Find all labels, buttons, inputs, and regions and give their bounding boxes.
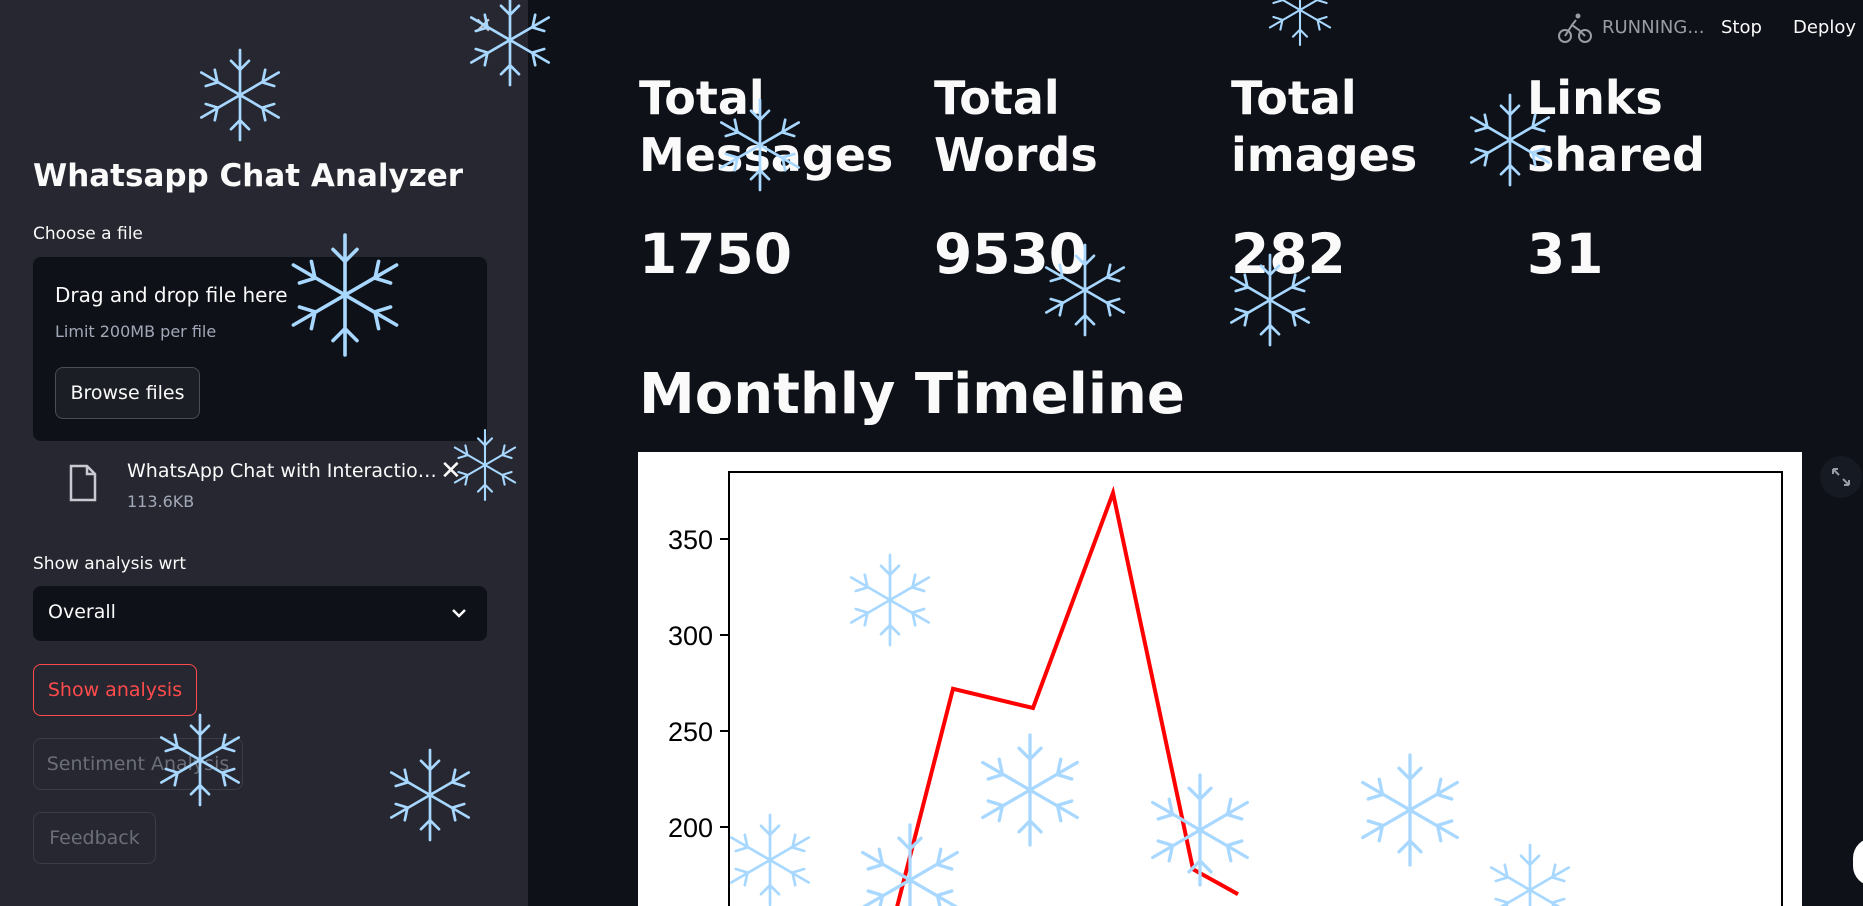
- metric-value: 282: [1231, 222, 1346, 286]
- fullscreen-button[interactable]: [1820, 456, 1862, 498]
- metric-value: 9530: [934, 222, 1088, 286]
- y-tick-label: 200: [668, 813, 713, 843]
- file-name: WhatsApp Chat with Interactio…: [127, 460, 437, 482]
- app-title: Whatsapp Chat Analyzer: [33, 158, 464, 194]
- remove-file-icon[interactable]: ✕: [440, 456, 462, 486]
- chart-svg: 350 300 250 200: [668, 471, 1783, 906]
- sidebar: ✕ Whatsapp Chat Analyzer Choose a file D…: [0, 0, 528, 906]
- browse-files-button[interactable]: Browse files: [55, 367, 200, 419]
- y-tick-label: 250: [668, 717, 713, 747]
- monthly-timeline-chart: 350 300 250 200: [638, 452, 1802, 906]
- file-size: 113.6KB: [127, 492, 195, 511]
- chevron-down-icon: [452, 609, 466, 618]
- metric-value: 1750: [639, 222, 793, 286]
- metric-total-messages: Total Messages 1750: [639, 70, 894, 286]
- metric-total-images: Total images 282: [1231, 70, 1521, 286]
- file-icon: [69, 464, 97, 502]
- running-status: RUNNING...: [1602, 17, 1705, 38]
- show-analysis-button[interactable]: Show analysis: [33, 664, 197, 716]
- series-line: [895, 485, 1239, 906]
- metric-label: Total Messages: [639, 71, 894, 182]
- dropzone-text: Drag and drop file here: [55, 283, 288, 307]
- close-sidebar-icon[interactable]: ✕: [474, 14, 493, 39]
- upload-label: Choose a file: [33, 224, 143, 244]
- floating-widget[interactable]: [1853, 838, 1863, 886]
- dropzone-limit: Limit 200MB per file: [55, 322, 217, 341]
- plot-frame: [728, 471, 1783, 906]
- stop-button[interactable]: Stop: [1721, 17, 1762, 38]
- metric-label: Links shared: [1527, 71, 1705, 182]
- sentiment-analysis-button[interactable]: Sentiment Analysis: [33, 738, 243, 790]
- running-icon: [1558, 13, 1592, 43]
- snowflake-icon: [1268, 0, 1332, 47]
- section-title: Monthly Timeline: [639, 362, 1185, 427]
- metric-label: Total Words: [934, 71, 1098, 182]
- y-tick-label: 350: [668, 525, 713, 555]
- uploaded-file: WhatsApp Chat with Interactio… 113.6KB ✕: [60, 456, 490, 516]
- metric-label: Total images: [1231, 71, 1418, 182]
- file-dropzone[interactable]: Drag and drop file here Limit 200MB per …: [33, 257, 487, 441]
- analysis-select[interactable]: Overall: [33, 586, 487, 641]
- expand-icon: [1832, 468, 1850, 486]
- deploy-button[interactable]: Deploy: [1793, 17, 1857, 38]
- metric-value: 31: [1527, 222, 1604, 286]
- metric-links-shared: Links shared 31: [1527, 70, 1827, 286]
- analysis-label: Show analysis wrt: [33, 554, 187, 574]
- feedback-button[interactable]: Feedback: [33, 812, 156, 864]
- y-tick-label: 300: [668, 621, 713, 651]
- analysis-selected-value: Overall: [48, 601, 116, 623]
- metric-total-words: Total Words 9530: [934, 70, 1224, 286]
